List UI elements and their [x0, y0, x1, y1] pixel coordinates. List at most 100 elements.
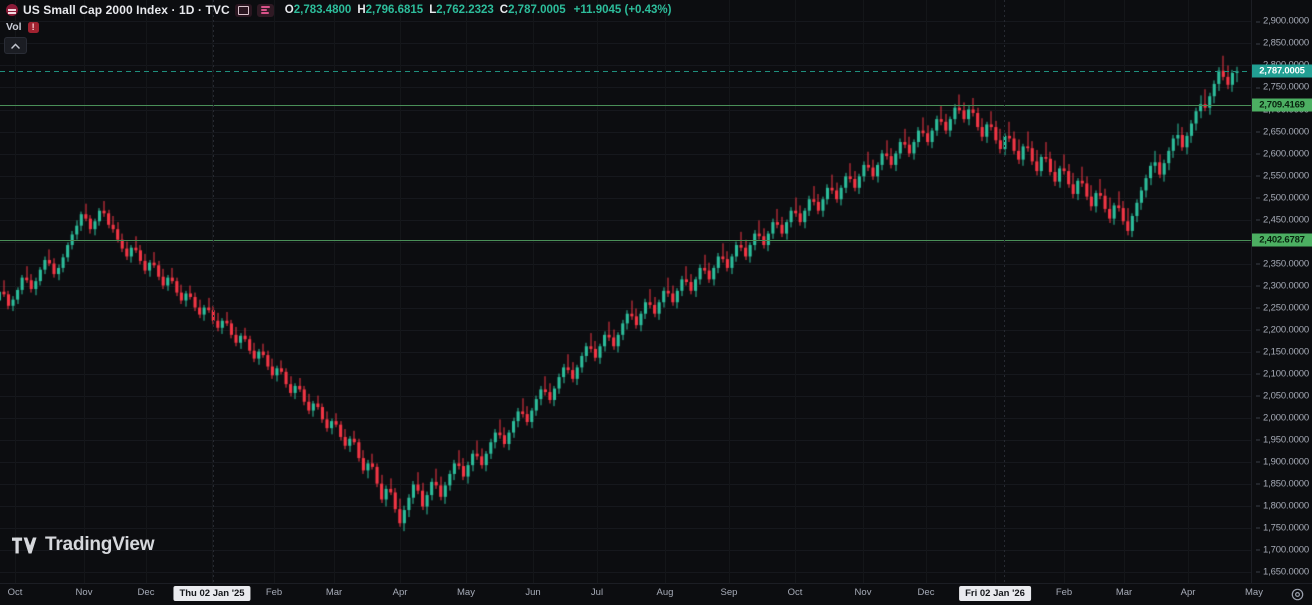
time-axis-tick: Feb — [1055, 587, 1073, 598]
price-axis-tick: 1,950.0000 — [1255, 434, 1309, 445]
tick-dash — [1255, 351, 1260, 353]
chart-legend: US Small Cap 2000 Index · 1D · TVC O2,78… — [6, 3, 672, 17]
price-axis[interactable]: 2,900.00002,850.00002,800.00002,750.0000… — [1251, 0, 1312, 584]
price-axis-tick: 2,500.0000 — [1255, 192, 1309, 203]
price-level-badge[interactable]: 2,402.6787 — [1252, 233, 1312, 247]
price-axis-tick: 1,750.0000 — [1255, 522, 1309, 533]
tradingview-watermark: TradingView — [12, 534, 155, 556]
tick-dash — [1255, 263, 1260, 265]
price-axis-tick: 2,550.0000 — [1255, 170, 1309, 181]
price-axis-tick: 2,350.0000 — [1255, 258, 1309, 269]
tick-dash — [1255, 461, 1260, 463]
current-price-line[interactable] — [0, 71, 1252, 73]
time-axis-tick: Aug — [656, 587, 674, 598]
tick-dash — [1255, 505, 1260, 507]
price-axis-tick: 1,850.0000 — [1255, 478, 1309, 489]
year-separator-line — [1004, 0, 1005, 584]
time-axis-tick: Apr — [1180, 587, 1196, 598]
tick-dash — [1255, 285, 1260, 287]
time-axis-tick: Jun — [525, 587, 541, 598]
price-axis-tick: 2,150.0000 — [1255, 346, 1309, 357]
tick-dash — [1255, 417, 1260, 419]
time-axis-tick: Apr — [392, 587, 408, 598]
symbol-title[interactable]: US Small Cap 2000 Index · 1D · TVC — [23, 3, 230, 17]
chevron-up-icon — [11, 42, 20, 49]
tick-dash — [1255, 219, 1260, 221]
time-axis-tick: Dec — [137, 587, 155, 598]
price-axis-tick: 2,300.0000 — [1255, 280, 1309, 291]
price-axis-tick: 2,000.0000 — [1255, 412, 1309, 423]
tick-dash — [1255, 329, 1260, 331]
ohlc-h: H2,796.6815 — [357, 4, 423, 16]
time-axis[interactable]: Oct Nov Dec Thu 02 Jan '25 Feb Mar Apr May Jun Ju… — [0, 583, 1312, 605]
tradingview-logo-icon — [12, 537, 37, 553]
ohlc-value: 2,762.2323 — [436, 4, 494, 16]
price-level-badge[interactable]: 2,709.4169 — [1252, 98, 1312, 112]
tick-dash — [1255, 175, 1260, 177]
indicators-list-icon[interactable] — [256, 3, 274, 17]
time-axis-tick: Mar — [325, 587, 343, 598]
time-axis-tick: May — [1245, 587, 1263, 598]
price-axis-tick: 2,200.0000 — [1255, 324, 1309, 335]
tick-dash — [1255, 87, 1260, 89]
time-axis-tick: May — [457, 587, 475, 598]
price-axis-tick: 2,250.0000 — [1255, 302, 1309, 313]
time-axis-tick: Feb — [265, 587, 283, 598]
volume-indicator-label: Vol — [6, 21, 22, 33]
time-axis-tick: Oct — [787, 587, 803, 598]
horizontal-level-line[interactable] — [0, 240, 1252, 242]
price-axis-tick: 2,900.0000 — [1255, 16, 1309, 27]
ohlc-value: 2,787.0005 — [508, 4, 566, 16]
collapse-pane-button[interactable] — [4, 37, 27, 54]
time-axis-tick: Mar — [1115, 587, 1133, 598]
ohlc-label: L — [429, 4, 437, 16]
ohlc-label: C — [499, 4, 509, 16]
tick-dash — [1255, 131, 1260, 133]
tick-dash — [1255, 549, 1260, 551]
candlestick-chart-type-icon[interactable] — [234, 3, 252, 17]
watermark-text: TradingView — [45, 534, 155, 555]
time-axis-tick-highlighted: Thu 02 Jan '25 — [173, 586, 251, 601]
price-axis-tick: 2,650.0000 — [1255, 126, 1309, 137]
tick-dash — [1255, 527, 1260, 529]
ohlc-values: O2,783.4800 H2,796.6815 L2,762.2323 C2,787.… — [285, 4, 672, 16]
price-axis-tick: 2,600.0000 — [1255, 148, 1309, 159]
clock-settings-icon[interactable] — [1291, 588, 1304, 601]
price-axis-tick: 2,100.0000 — [1255, 368, 1309, 379]
time-axis-tick-highlighted: Fri 02 Jan '26 — [959, 586, 1031, 601]
tick-dash — [1255, 373, 1260, 375]
ohlc-o: O2,783.4800 — [285, 4, 352, 16]
time-axis-tick: Jul — [590, 587, 604, 598]
ohlc-label: H — [357, 4, 366, 16]
volume-indicator-legend[interactable]: Vol ! — [6, 21, 39, 33]
price-change: +11.9045 (+0.43%) — [573, 4, 672, 16]
price-axis-tick: 1,650.0000 — [1255, 566, 1309, 577]
price-axis-tick: 1,800.0000 — [1255, 500, 1309, 511]
russell-index-logo-icon — [6, 4, 18, 16]
tick-dash — [1255, 395, 1260, 397]
ohlc-c: C2,787.0005 — [500, 4, 566, 16]
year-separator-line — [213, 0, 214, 584]
time-axis-tick: Dec — [917, 587, 935, 598]
ohlc-label: O — [284, 4, 294, 16]
price-axis-tick: 1,900.0000 — [1255, 456, 1309, 467]
time-axis-tick: Oct — [7, 587, 23, 598]
chart-pane[interactable]: TradingView — [0, 0, 1252, 584]
price-axis-tick: 2,750.0000 — [1255, 82, 1309, 93]
ohlc-value: 2,783.4800 — [293, 4, 352, 16]
indicator-error-icon[interactable]: ! — [27, 21, 39, 33]
tick-dash — [1255, 197, 1260, 199]
tick-dash — [1255, 483, 1260, 485]
price-axis-tick: 2,050.0000 — [1255, 390, 1309, 401]
time-axis-tick: Nov — [854, 587, 872, 598]
horizontal-level-line[interactable] — [0, 105, 1252, 107]
price-axis-tick: 2,850.0000 — [1255, 38, 1309, 49]
current-price-badge[interactable]: 2,787.0005 — [1252, 64, 1312, 78]
tick-dash — [1255, 439, 1260, 441]
tick-dash — [1255, 21, 1260, 23]
ohlc-l: L2,762.2323 — [429, 4, 494, 16]
candlestick-series — [0, 0, 1252, 584]
time-axis-tick: Nov — [75, 587, 93, 598]
price-axis-tick: 2,450.0000 — [1255, 214, 1309, 225]
